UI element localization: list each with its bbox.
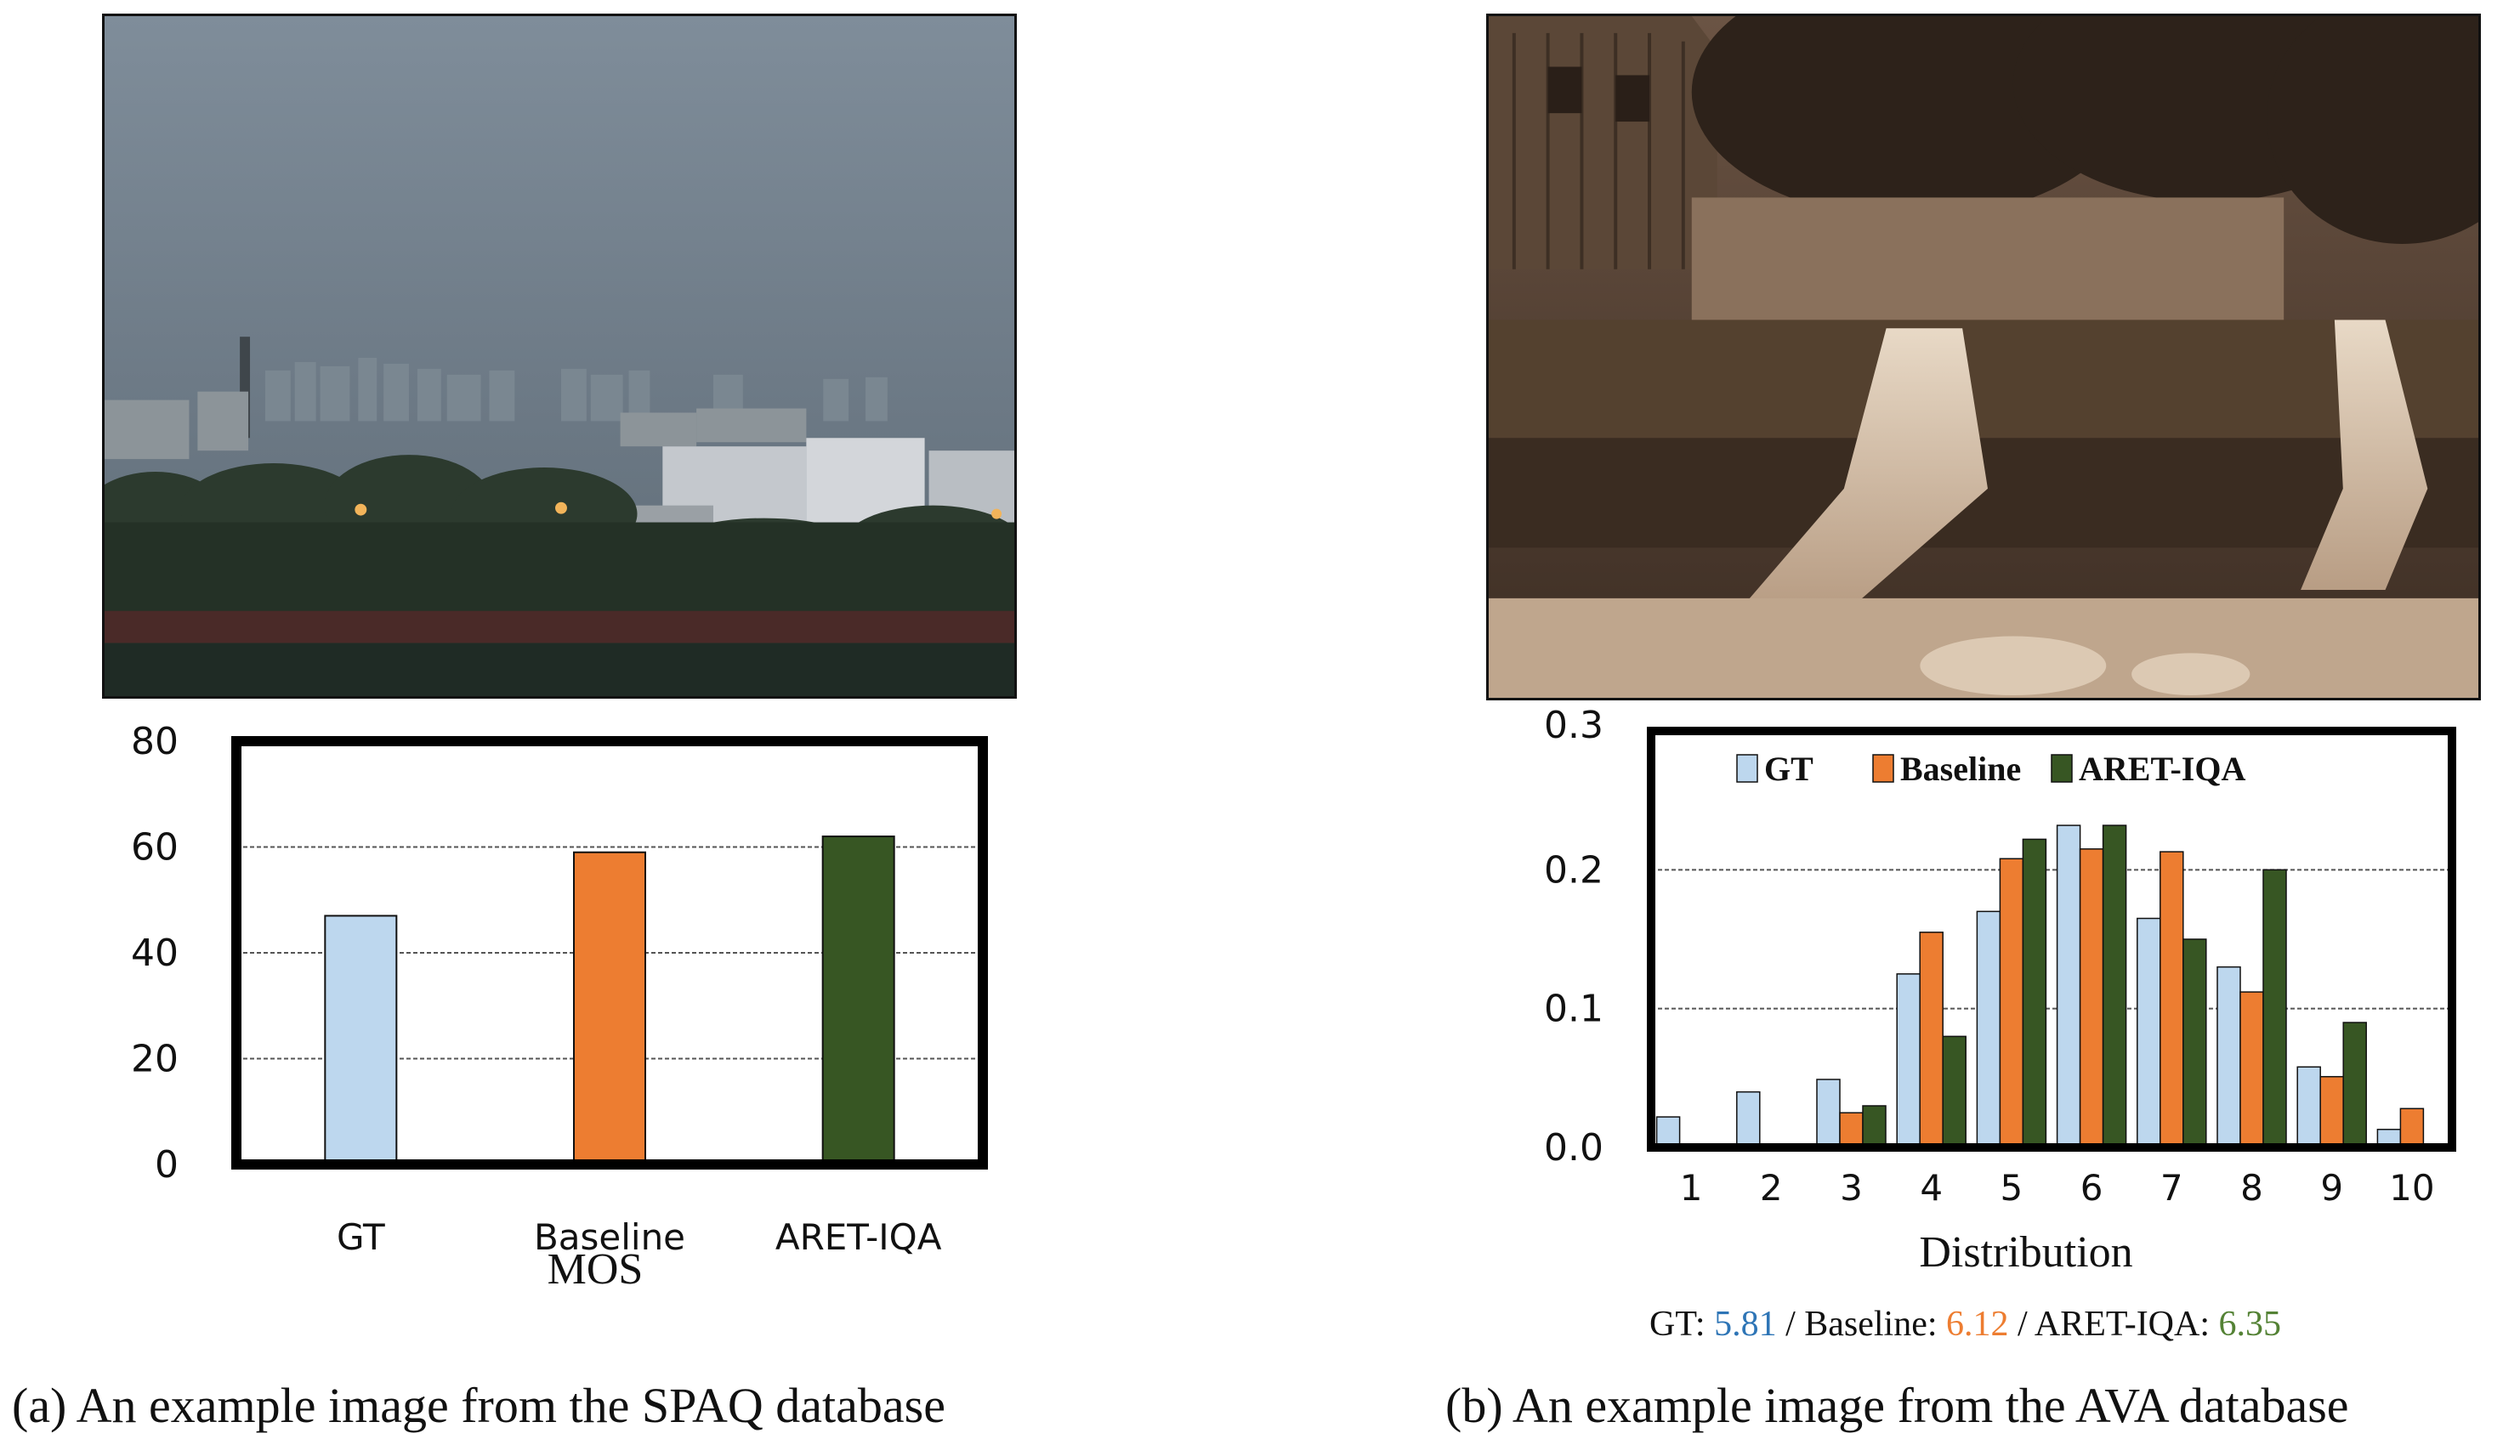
y-tick-label: 0.3: [1544, 704, 1603, 747]
score-gt-value: 5.81: [1714, 1305, 1777, 1344]
bar-baseline-8: [2239, 991, 2264, 1148]
x-category-label: 1: [1680, 1167, 1703, 1209]
x-category-label: 6: [2080, 1167, 2103, 1209]
bar-gt-4: [1896, 973, 1921, 1148]
ava-waterfall-image: [1489, 16, 2478, 698]
bar-gt-5: [1976, 910, 2001, 1148]
bar-aret-iqa-8: [2262, 869, 2287, 1148]
bar-aret-iqa-7: [2182, 938, 2207, 1148]
bar-gt-3: [1816, 1079, 1841, 1148]
y-tick-label: 40: [131, 932, 179, 975]
y-tick-label: 80: [131, 720, 179, 763]
bar-aret-iqa-3: [1862, 1105, 1887, 1148]
x-category-label: 9: [2320, 1167, 2343, 1209]
bar-baseline-4: [1919, 932, 1944, 1148]
bar-baseline-7: [2160, 851, 2184, 1148]
bar-baseline-5: [1999, 858, 2024, 1148]
bar-gt-9: [2296, 1066, 2321, 1148]
bar-aret-iqa-4: [1942, 1035, 1967, 1148]
x-category-label: 3: [1840, 1167, 1863, 1209]
y-tick-label: 20: [131, 1038, 179, 1081]
ava-photo: [1486, 14, 2481, 700]
spaq-photo: [102, 14, 1017, 699]
x-category-label: Baseline: [534, 1216, 685, 1258]
legend-swatch-baseline: [1872, 754, 1894, 783]
legend-label-aret-iqa: ARET-IQA: [2079, 750, 2245, 788]
bar-baseline: [573, 851, 646, 1165]
bar-gt: [324, 915, 398, 1166]
score-summary: GT: 5.81 / Baseline: 6.12 / ARET-IQA: 6.…: [1649, 1305, 2282, 1344]
y-tick-label: 60: [131, 826, 179, 870]
bar-aret-iqa-6: [2102, 824, 2127, 1148]
bar-aret-iqa-5: [2022, 838, 2047, 1148]
distribution-bar-chart: 0.0 0.1 0.2 0.3 1 2 3 4 5 6 7 8 9 10 GT Baseline ARET-IQ…: [1486, 704, 2520, 1295]
bar-gt-1: [1655, 1116, 1681, 1148]
x-category-label: 2: [1760, 1167, 1783, 1209]
x-axis-label: MOS: [548, 1245, 644, 1294]
bar-gt-6: [2056, 824, 2081, 1148]
x-axis-label: Distribution: [1919, 1228, 2132, 1277]
x-category-label: 5: [2001, 1167, 2023, 1209]
bar-baseline-9: [2319, 1075, 2344, 1148]
caption-a: (a) An example image from the SPAQ datab…: [12, 1378, 945, 1433]
bar-gt-8: [2216, 966, 2241, 1148]
score-gt-name: GT: [1649, 1305, 1695, 1344]
x-category-label: 7: [2160, 1167, 2183, 1209]
distribution-chart-svg: 0.0 0.1 0.2 0.3 1 2 3 4 5 6 7 8 9 10 GT Baseline ARET-IQ…: [1544, 704, 2456, 1277]
score-aret-value: 6.35: [2218, 1305, 2282, 1344]
score-aret-name: ARET-IQA: [2034, 1305, 2200, 1344]
y-tick-label: 0.2: [1544, 848, 1603, 892]
bar-gt-7: [2137, 917, 2161, 1148]
x-category-label: GT: [337, 1216, 385, 1258]
bar-baseline-6: [2079, 848, 2104, 1148]
score-baseline-value: 6.12: [1946, 1305, 2009, 1344]
legend-label-baseline: Baseline: [1900, 750, 2021, 788]
x-category-label: 8: [2240, 1167, 2263, 1209]
x-category-label: 4: [1920, 1167, 1943, 1209]
spaq-cityscape-image: [105, 16, 1014, 696]
score-baseline-name: Baseline: [1804, 1305, 1927, 1344]
y-tick-label: 0.0: [1544, 1126, 1603, 1170]
mos-chart-svg: 0 20 40 60 80 GT Baseline ARET-IQA MOS: [131, 720, 988, 1294]
y-tick-label: 0.1: [1544, 988, 1603, 1031]
x-category-label: 10: [2389, 1167, 2434, 1209]
bar-aret-iqa-9: [2342, 1022, 2367, 1148]
caption-b: (b) An example image from the AVA databa…: [1445, 1378, 2349, 1433]
y-tick-label: 0: [155, 1143, 179, 1187]
bar-gt-2: [1736, 1091, 1761, 1148]
legend-swatch-gt: [1736, 754, 1758, 783]
legend-label-gt: GT: [1764, 750, 1813, 788]
x-category-label: ARET-IQA: [775, 1216, 942, 1258]
bar-aret-iqa: [821, 836, 895, 1166]
legend-swatch-aret-iqa: [2051, 754, 2073, 783]
plot-frame: [231, 736, 988, 1170]
bar-baseline-10: [2399, 1108, 2425, 1148]
plot-frame: [1647, 727, 2456, 1152]
mos-bar-chart: 0 20 40 60 80 GT Baseline ARET-IQA MOS: [0, 714, 1017, 1312]
bar-baseline-3: [1839, 1112, 1864, 1148]
